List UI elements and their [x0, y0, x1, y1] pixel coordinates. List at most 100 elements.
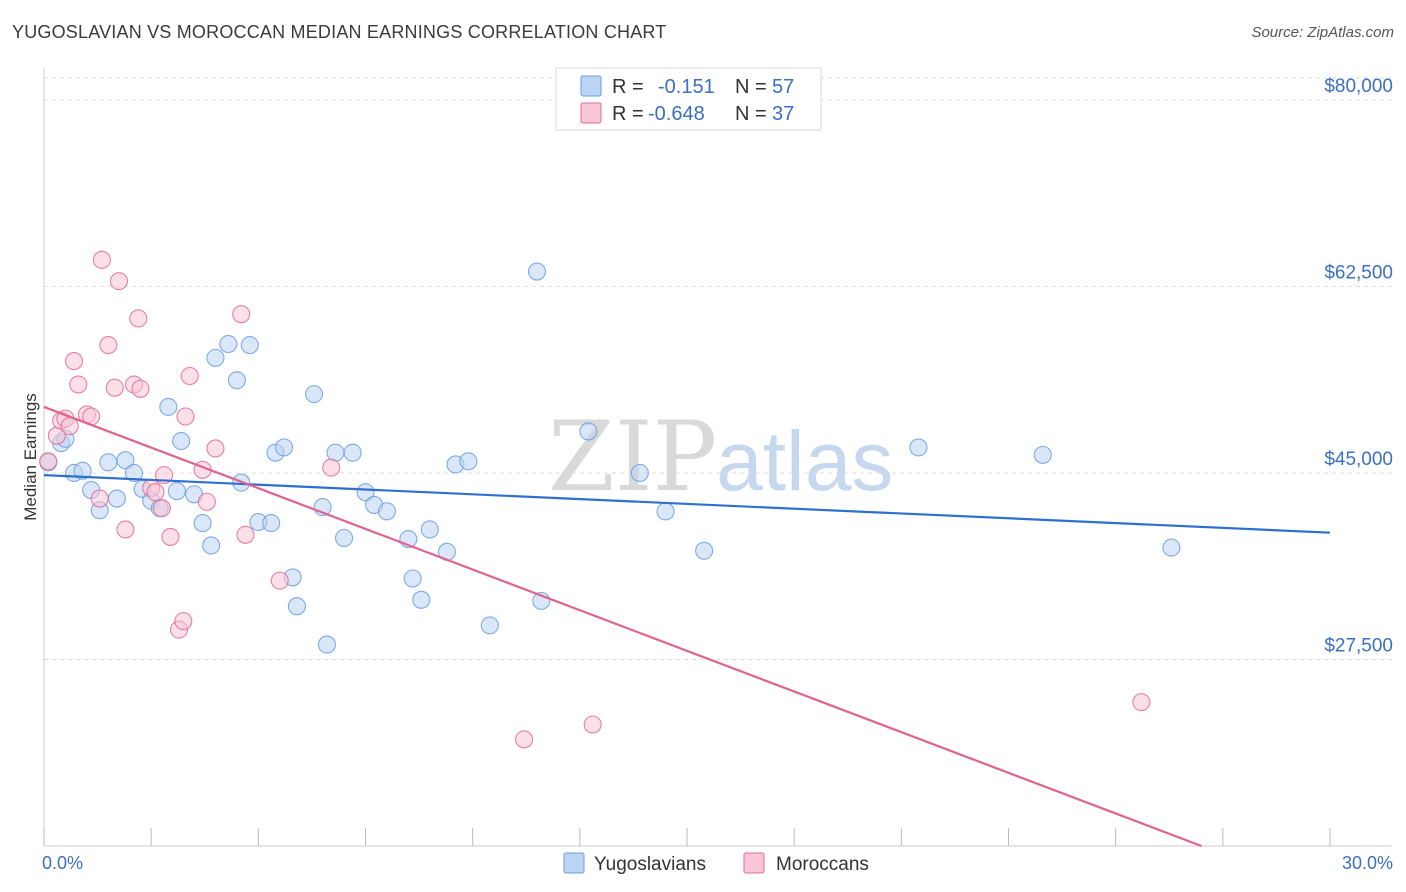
moroccans-point [131, 379, 150, 398]
legend-n-value-yugoslavians: 57 [772, 76, 794, 98]
yugoslavians-point [579, 422, 598, 441]
yugoslavians-point [459, 452, 478, 471]
source-credit: Source: ZipAtlas.com [1251, 24, 1394, 41]
yugoslavians-point [107, 489, 126, 508]
moroccans-point [146, 483, 165, 502]
x-tick-marks [43, 828, 1331, 846]
yugoslavians-point [412, 590, 431, 609]
yugoslavians-point [630, 463, 649, 483]
moroccans-point [1132, 693, 1151, 712]
moroccans-point [39, 452, 58, 471]
yugoslavians-point [172, 431, 191, 451]
moroccans-point [129, 309, 148, 328]
yugoslavians-point [219, 334, 238, 354]
yugoslavians-point [99, 453, 118, 472]
y-axis-label: Median Earnings [21, 393, 40, 521]
legend-r-label-moroccans: R = [612, 103, 644, 125]
moroccans-point [105, 378, 124, 397]
yugoslavians-point [193, 514, 212, 533]
legend-n-label-moroccans: N = [735, 103, 767, 125]
correlation-legend: R = -0.151 N = 57 R = -0.648 N = 37 [555, 67, 822, 131]
moroccans-point [176, 407, 195, 426]
yugoslavians-point [159, 397, 178, 416]
yugoslavians-point [377, 502, 396, 521]
trend-lines [43, 405, 1331, 848]
gridlines [44, 77, 1392, 660]
bottom-legend-label-yugoslavians: Yugoslavians [594, 854, 706, 875]
yugoslavians-trend-line [43, 474, 1331, 534]
y-tick-label: $45,000 [1324, 449, 1393, 470]
yugoslavians-point [326, 443, 345, 462]
moroccans-point [161, 527, 180, 546]
bottom-legend-label-moroccans: Moroccans [776, 854, 869, 875]
moroccans-trend-line [43, 405, 1202, 848]
y-tick-label: $62,500 [1324, 262, 1393, 283]
yugoslavians-points [39, 262, 1181, 654]
yugoslavians-point [695, 541, 714, 560]
watermark-atlas: atlas [716, 414, 893, 508]
moroccans-point [583, 715, 602, 734]
legend-n-label-yugoslavians: N = [735, 76, 767, 98]
moroccans-point [69, 375, 88, 394]
yugoslavians-point [317, 635, 336, 654]
y-tick-labels: $27,500 $45,000 $62,500 $80,000 [1324, 76, 1393, 657]
moroccans-points [39, 250, 1151, 749]
moroccans-point [515, 730, 534, 749]
yugoslavians-point [356, 483, 375, 502]
yugoslavians-point [240, 336, 259, 355]
legend-n-value-moroccans: 37 [772, 103, 794, 125]
yugoslavians-point [343, 443, 362, 462]
x-tick-labels: 0.0% 30.0% [42, 853, 1393, 873]
moroccans-point [174, 612, 193, 631]
yugoslavians-point [1162, 538, 1181, 557]
y-tick-label: $80,000 [1324, 76, 1393, 97]
moroccans-point [60, 417, 79, 436]
bottom-legend-swatch-moroccans [743, 852, 765, 874]
series-legend: Yugoslavians Moroccans [563, 852, 869, 875]
moroccans-point [152, 499, 171, 518]
legend-swatch-yugoslavians [580, 75, 602, 97]
moroccans-point [90, 489, 109, 508]
moroccans-point [109, 272, 129, 291]
yugoslavians-point [116, 451, 135, 470]
yugoslavians-point [73, 461, 92, 480]
legend-swatch-moroccans [580, 102, 602, 124]
yugoslavians-point [480, 616, 499, 635]
yugoslavians-point [227, 371, 246, 390]
moroccans-point [322, 458, 341, 477]
moroccans-point [116, 520, 135, 539]
legend-r-label-yugoslavians: R = [612, 76, 644, 98]
yugoslavians-point [167, 482, 186, 501]
moroccans-point [270, 571, 289, 590]
yugoslavians-point [305, 385, 324, 404]
yugoslavians-point [656, 502, 675, 521]
yugoslavians-point [262, 514, 281, 533]
chart-title: YUGOSLAVIAN VS MOROCCAN MEDIAN EARNINGS … [12, 22, 667, 42]
yugoslavians-point [202, 536, 221, 555]
moroccans-point [99, 336, 118, 355]
moroccans-point [92, 250, 111, 269]
yugoslavians-point [287, 597, 306, 616]
yugoslavians-point [527, 262, 547, 281]
legend-r-value-moroccans: -0.648 [648, 103, 705, 125]
watermark-zip: ZIP [548, 401, 717, 513]
moroccans-point [236, 525, 255, 544]
yugoslavians-point [420, 520, 439, 539]
yugoslavians-point [1033, 445, 1052, 464]
moroccans-point [232, 305, 251, 324]
moroccans-point [206, 439, 225, 458]
bottom-legend-swatch-yugoslavians [563, 852, 585, 874]
x-tick-label: 0.0% [42, 853, 83, 873]
y-tick-label: $27,500 [1324, 635, 1393, 656]
yugoslavians-point [206, 348, 225, 367]
moroccans-point [180, 366, 199, 386]
yugoslavians-point [335, 528, 354, 548]
moroccans-point [197, 492, 216, 511]
yugoslavians-point [275, 438, 294, 457]
yugoslavians-point [909, 438, 928, 457]
yugoslavians-point [403, 569, 422, 588]
yugoslavians-point [124, 463, 144, 483]
watermark: ZIP atlas [548, 401, 893, 513]
x-tick-label: 30.0% [1342, 853, 1393, 873]
